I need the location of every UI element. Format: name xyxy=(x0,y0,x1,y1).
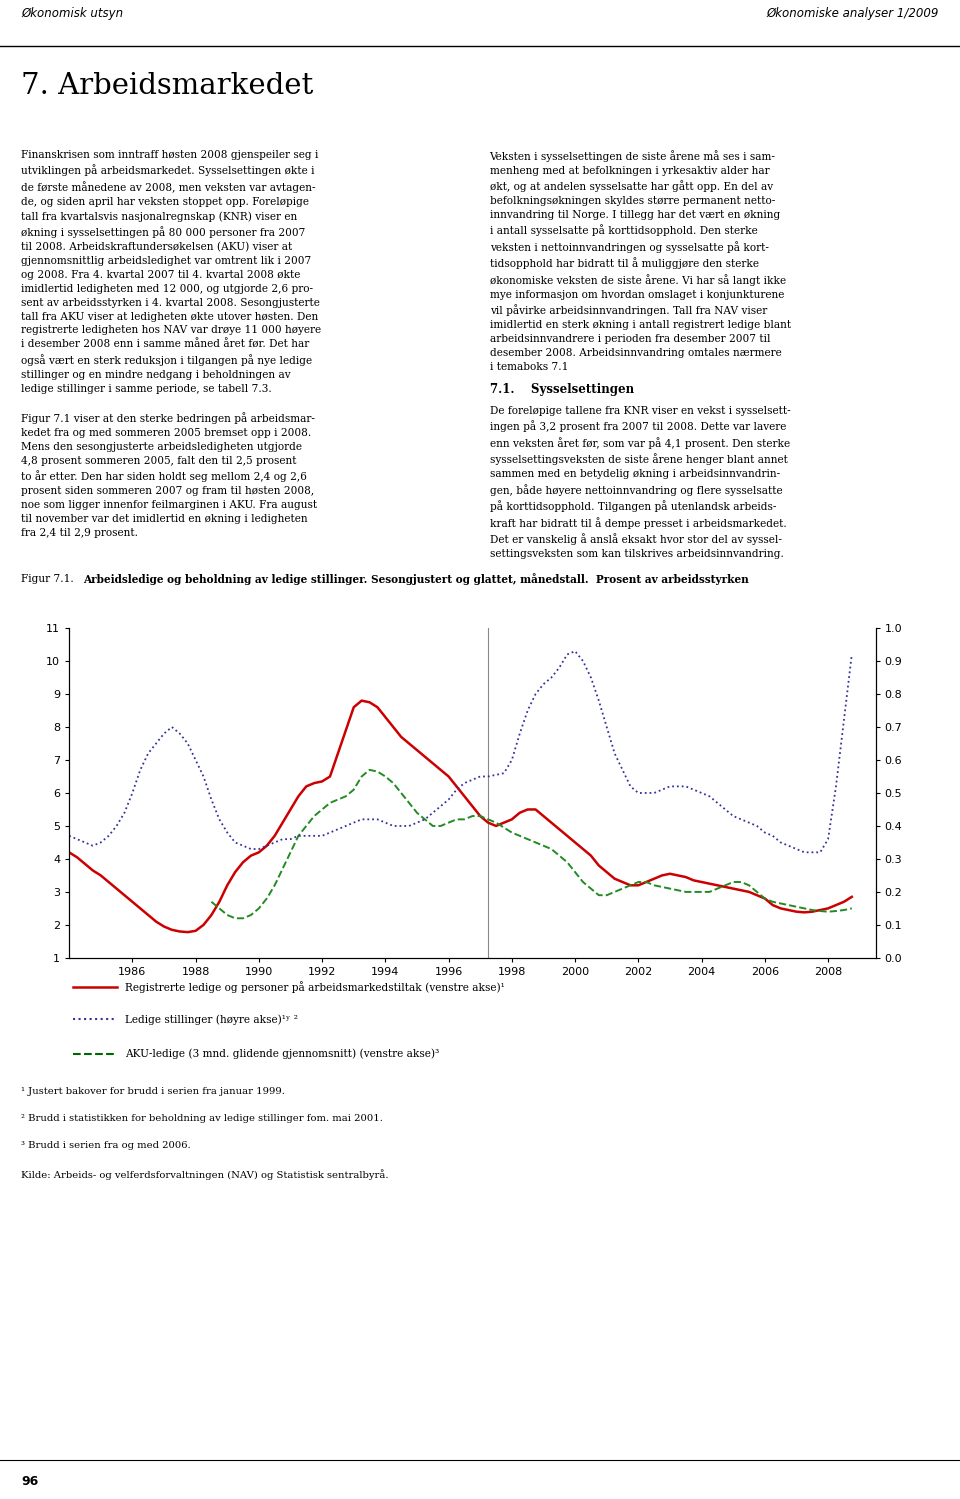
Text: Registrerte ledige og personer på arbeidsmarkedstiltak (venstre akse)¹: Registrerte ledige og personer på arbeid… xyxy=(125,980,505,992)
Text: Økonomiske analyser 1/2009: Økonomiske analyser 1/2009 xyxy=(766,7,939,19)
Text: AKU-ledige (3 mnd. glidende gjennomsnitt) (venstre akse)³: AKU-ledige (3 mnd. glidende gjennomsnitt… xyxy=(125,1049,440,1060)
Text: ² Brudd i statistikken for beholdning av ledige stillinger fom. mai 2001.: ² Brudd i statistikken for beholdning av… xyxy=(21,1114,383,1123)
Text: Veksten i sysselsettingen de siste årene må ses i sam-
menheng med at befolkning: Veksten i sysselsettingen de siste årene… xyxy=(490,150,791,372)
Text: Ledige stillinger (høyre akse)¹ʸ ²: Ledige stillinger (høyre akse)¹ʸ ² xyxy=(125,1013,299,1025)
Text: Arbeidsledige og beholdning av ledige stillinger. Sesongjustert og glattet, måne: Arbeidsledige og beholdning av ledige st… xyxy=(84,573,749,585)
Text: De foreløpige tallene fra KNR viser en vekst i sysselsett-
ingen på 3,2 prosent : De foreløpige tallene fra KNR viser en v… xyxy=(490,406,790,559)
Text: 7. Arbeidsmarkedet: 7. Arbeidsmarkedet xyxy=(21,72,313,100)
Text: 96: 96 xyxy=(21,1475,38,1487)
Text: ¹ Justert bakover for brudd i serien fra januar 1999.: ¹ Justert bakover for brudd i serien fra… xyxy=(21,1087,285,1096)
Text: Kilde: Arbeids- og velferdsforvaltningen (NAV) og Statistisk sentralbyrå.: Kilde: Arbeids- og velferdsforvaltningen… xyxy=(21,1169,389,1180)
Text: Finanskrisen som inntraff høsten 2008 gjenspeiler seg i
utviklingen på arbeidsma: Finanskrisen som inntraff høsten 2008 gj… xyxy=(21,150,322,538)
Text: ³ Brudd i serien fra og med 2006.: ³ Brudd i serien fra og med 2006. xyxy=(21,1141,191,1150)
Text: 7.1.    Sysselsettingen: 7.1. Sysselsettingen xyxy=(490,382,634,396)
Text: Økonomisk utsyn: Økonomisk utsyn xyxy=(21,7,123,19)
Text: Figur 7.1.: Figur 7.1. xyxy=(21,574,81,583)
